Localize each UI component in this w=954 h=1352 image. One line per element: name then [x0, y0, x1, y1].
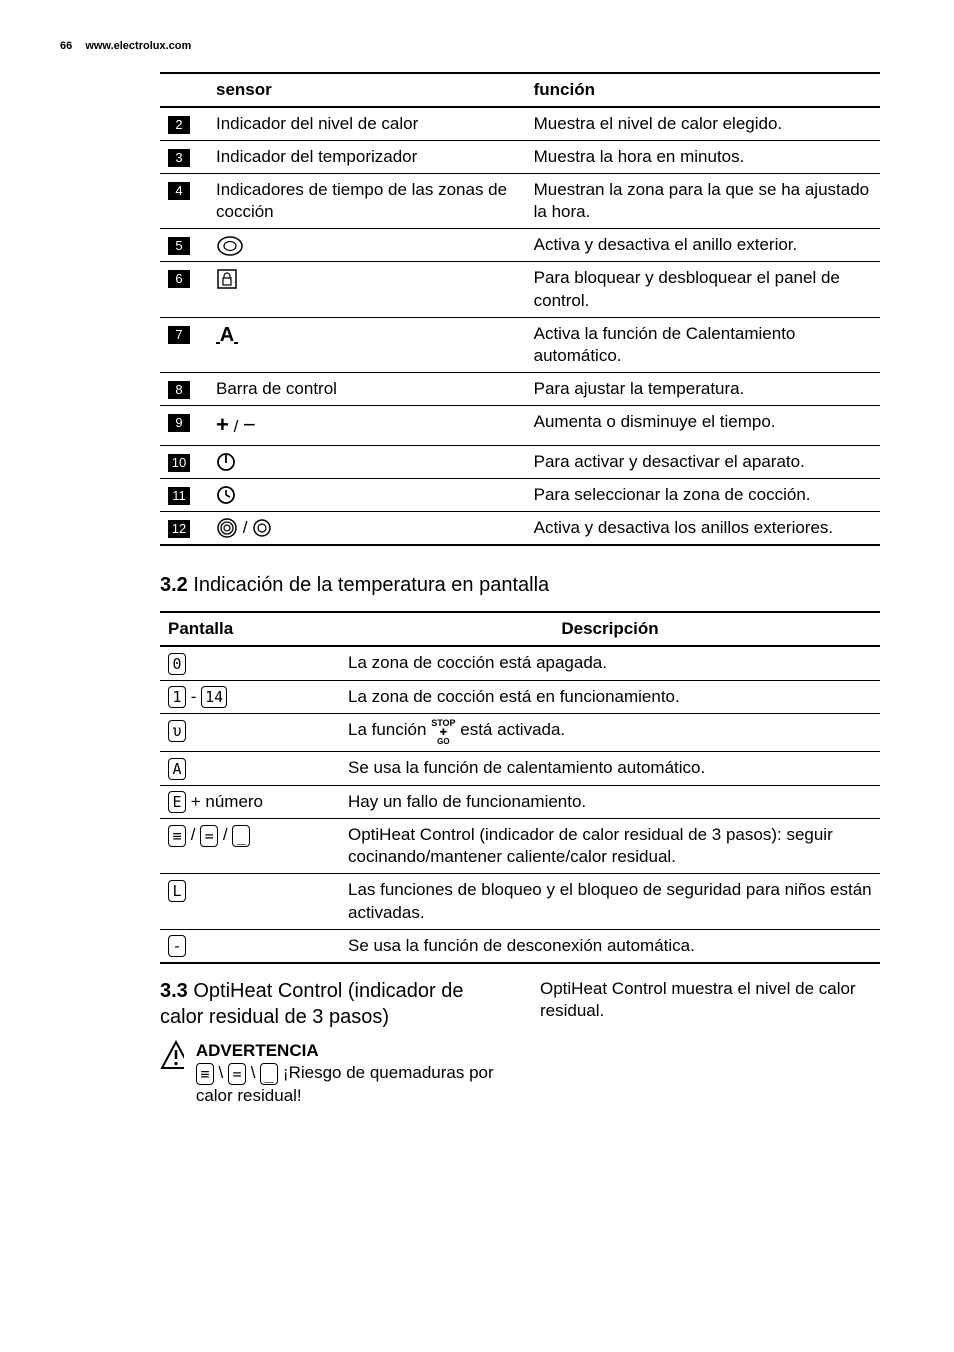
col-pantalla: Pantalla	[160, 612, 340, 646]
pantalla-cell: ≡ / = / _	[160, 819, 340, 874]
triple-ring-icon	[216, 517, 238, 539]
row-number: 9	[168, 414, 190, 432]
row-number: 5	[168, 237, 190, 255]
row-number: 4	[168, 182, 190, 200]
sensor-cell	[208, 478, 526, 511]
table-row: 8 Barra de controlPara ajustar la tempera…	[160, 372, 880, 405]
function-cell: Para bloquear y desbloquear el panel de …	[526, 262, 880, 317]
table-row: 3 Indicador del temporizadorMuestra la ho…	[160, 141, 880, 174]
function-cell: Activa y desactiva los anillos exteriore…	[526, 511, 880, 545]
pantalla-cell: 1 - 14	[160, 680, 340, 714]
function-cell: Aumenta o disminuye el tiempo.	[526, 405, 880, 445]
pantalla-cell: 0	[160, 646, 340, 680]
pantalla-cell: E + número	[160, 785, 340, 819]
table-row: 4 Indicadores de tiempo de las zonas de c…	[160, 174, 880, 229]
table-row: 6 Para bloquear y desbloquear el panel de…	[160, 262, 880, 317]
page-number: 66	[60, 40, 72, 52]
row-number: 8	[168, 381, 190, 399]
warning-icon	[160, 1040, 184, 1070]
optiheat-description: OptiHeat Control muestra el nivel de cal…	[540, 978, 880, 1107]
table-row: ≡ / = / _OptiHeat Control (indicador de …	[160, 819, 880, 874]
sensor-cell: Indicadores de tiempo de las zonas de co…	[208, 174, 526, 229]
sensor-cell: + / −	[208, 405, 526, 445]
col-sensor: sensor	[208, 73, 526, 107]
row-number: 10	[168, 454, 190, 472]
sensor-cell: /	[208, 511, 526, 545]
display-description-table: Pantalla Descripción 0La zona de cocción…	[160, 611, 880, 964]
section-3-3-heading: 3.3 OptiHeat Control (indicador de calor…	[160, 978, 500, 1030]
function-cell: Muestran la zona para la que se ha ajust…	[526, 174, 880, 229]
function-cell: Para activar y desactivar el aparato.	[526, 445, 880, 478]
table-row: 0La zona de cocción está apagada.	[160, 646, 880, 680]
double-ring-icon	[252, 518, 272, 538]
row-number: 3	[168, 149, 190, 167]
descripcion-cell: Se usa la función de desconexión automát…	[340, 929, 880, 963]
descripcion-cell: La zona de cocción está apagada.	[340, 646, 880, 680]
pantalla-cell: -	[160, 929, 340, 963]
plus-minus-icon: +	[216, 412, 229, 437]
warning-bars: ≡ \ = \ _	[196, 1063, 283, 1082]
row-number: 11	[168, 487, 190, 505]
row-number: 2	[168, 116, 190, 134]
lock-icon	[216, 268, 238, 290]
descripcion-cell: La zona de cocción está en funcionamient…	[340, 680, 880, 714]
table-row: 1 - 14La zona de cocción está en funcion…	[160, 680, 880, 714]
auto-heat-icon	[216, 323, 240, 345]
header-url: www.electrolux.com	[85, 40, 191, 52]
descripcion-cell: Se usa la función de calentamiento autom…	[340, 752, 880, 786]
table-row: 7 Activa la función de Calentamiento auto…	[160, 317, 880, 372]
table-row: -Se usa la función de desconexión automá…	[160, 929, 880, 963]
sensor-cell	[208, 445, 526, 478]
sensor-cell: Indicador del temporizador	[208, 141, 526, 174]
warning-title: ADVERTENCIA	[196, 1040, 500, 1062]
clock-icon	[216, 485, 236, 505]
descripcion-cell: La función STOP✚GO está activada.	[340, 714, 880, 752]
sensor-cell: Indicador del nivel de calor	[208, 107, 526, 141]
function-cell: Para seleccionar la zona de cocción.	[526, 478, 880, 511]
table-row: 10 Para activar y desactivar el aparato.	[160, 445, 880, 478]
table-row: ASe usa la función de calentamiento auto…	[160, 752, 880, 786]
col-blank	[160, 73, 208, 107]
pantalla-cell: υ	[160, 714, 340, 752]
section-3-2-heading: 3.2 Indicación de la temperatura en pant…	[160, 574, 894, 597]
table-row: 9 + / −Aumenta o disminuye el tiempo.	[160, 405, 880, 445]
table-row: 5 Activa y desactiva el anillo exterior.	[160, 229, 880, 262]
row-number: 7	[168, 326, 190, 344]
table-row: LLas funciones de bloqueo y el bloqueo d…	[160, 874, 880, 929]
function-cell: Activa y desactiva el anillo exterior.	[526, 229, 880, 262]
row-number: 6	[168, 270, 190, 288]
function-cell: Activa la función de Calentamiento autom…	[526, 317, 880, 372]
table-row: υLa función STOP✚GO está activada.	[160, 714, 880, 752]
row-number: 12	[168, 520, 190, 538]
pantalla-cell: L	[160, 874, 340, 929]
warning-block: ADVERTENCIA ≡ \ = \ _ ¡Riesgo de quemadu…	[160, 1040, 500, 1107]
col-descripcion: Descripción	[340, 612, 880, 646]
col-funcion: función	[526, 73, 880, 107]
table-row: 12 / Activa y desactiva los anillos exte…	[160, 511, 880, 545]
function-cell: Muestra la hora en minutos.	[526, 141, 880, 174]
sensor-cell	[208, 317, 526, 372]
descripcion-cell: Las funciones de bloqueo y el bloqueo de…	[340, 874, 880, 929]
power-icon	[216, 452, 236, 472]
sensor-cell	[208, 229, 526, 262]
descripcion-cell: OptiHeat Control (indicador de calor res…	[340, 819, 880, 874]
descripcion-cell: Hay un fallo de funcionamiento.	[340, 785, 880, 819]
table-row: 11 Para seleccionar la zona de cocción.	[160, 478, 880, 511]
page-header: 66 www.electrolux.com	[60, 40, 894, 52]
sensor-cell	[208, 262, 526, 317]
function-cell: Muestra el nivel de calor elegido.	[526, 107, 880, 141]
sensor-function-table: sensor función 2 Indicador del nivel de c…	[160, 72, 880, 546]
ring-icon	[216, 236, 244, 256]
table-row: E + númeroHay un fallo de funcionamiento…	[160, 785, 880, 819]
table-row: 2 Indicador del nivel de calorMuestra el …	[160, 107, 880, 141]
sensor-cell: Barra de control	[208, 372, 526, 405]
function-cell: Para ajustar la temperatura.	[526, 372, 880, 405]
pantalla-cell: A	[160, 752, 340, 786]
